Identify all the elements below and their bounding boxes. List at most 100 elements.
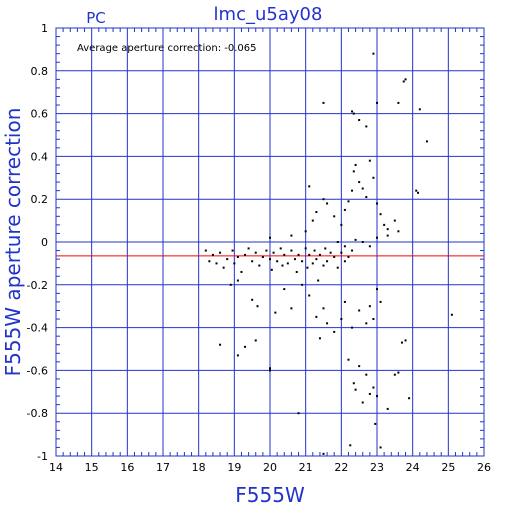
data-point — [336, 241, 339, 243]
data-point — [393, 219, 396, 222]
y-tick-label: 0.8 — [31, 65, 49, 78]
data-point — [354, 388, 357, 391]
data-point — [372, 52, 375, 55]
data-point — [376, 236, 378, 239]
data-point — [204, 249, 207, 252]
data-point — [376, 288, 378, 291]
x-tick-label: 22 — [334, 461, 348, 474]
x-tick-label: 21 — [299, 461, 313, 474]
data-point — [404, 339, 407, 342]
data-point — [352, 170, 355, 173]
y-tick-label: -0.4 — [27, 322, 48, 335]
data-point — [386, 228, 389, 231]
data-point — [269, 258, 271, 261]
data-point — [386, 234, 389, 237]
data-point — [351, 249, 354, 252]
data-point — [358, 119, 361, 122]
data-point — [236, 354, 239, 357]
data-point — [236, 279, 239, 282]
data-point — [322, 198, 325, 201]
data-point — [244, 253, 247, 256]
data-point — [315, 315, 318, 318]
data-point — [219, 251, 222, 254]
x-tick-label: 17 — [156, 461, 170, 474]
data-point — [290, 307, 293, 310]
data-point — [368, 392, 371, 395]
data-point — [311, 262, 314, 265]
data-point — [318, 253, 321, 256]
x-tick-label: 15 — [85, 461, 99, 474]
data-point — [415, 189, 418, 192]
data-point — [358, 181, 361, 184]
average-correction-annotation: Average aperture correction: -0.065 — [77, 43, 257, 54]
data-point — [368, 245, 371, 248]
data-point — [215, 262, 218, 265]
data-point — [351, 110, 354, 113]
data-point — [254, 339, 257, 342]
data-point — [322, 264, 325, 267]
y-tick-label: 0.6 — [31, 108, 49, 121]
y-tick-label: 0.4 — [31, 150, 49, 163]
y-tick-label: -1 — [37, 450, 48, 463]
data-point — [361, 241, 364, 243]
data-point — [276, 260, 279, 263]
data-point — [402, 80, 405, 83]
data-point — [265, 249, 268, 252]
y-tick-labels: -1 -0.8 -0.6 -0.4 -0.2 0 0.2 0.4 0.6 0.8 1 — [27, 22, 48, 463]
data-point — [301, 260, 304, 263]
data-point — [418, 108, 421, 111]
data-point — [290, 234, 293, 237]
chart-subtitle: PC — [86, 9, 106, 27]
data-point — [340, 251, 343, 254]
data-point — [317, 279, 320, 282]
data-point — [361, 401, 364, 404]
data-point — [361, 187, 364, 190]
data-point — [376, 101, 378, 104]
x-tick-label: 14 — [49, 461, 63, 474]
data-point — [343, 245, 346, 248]
x-tick-label: 19 — [227, 461, 241, 474]
data-point — [347, 255, 350, 258]
data-point — [269, 367, 271, 370]
data-point — [347, 358, 350, 361]
x-tick-label: 26 — [477, 461, 491, 474]
data-point — [365, 322, 368, 325]
data-point — [283, 253, 286, 256]
data-point — [351, 189, 354, 192]
data-point — [304, 247, 307, 250]
data-point — [272, 251, 275, 254]
data-point — [229, 283, 232, 286]
y-tick-label: -0.6 — [27, 364, 48, 377]
data-point — [352, 382, 355, 385]
data-point — [226, 258, 229, 261]
data-point — [376, 395, 378, 398]
data-point — [315, 211, 318, 214]
grid-lines — [56, 28, 484, 456]
data-point — [343, 208, 346, 211]
data-point — [295, 270, 298, 273]
data-point — [326, 322, 329, 325]
data-point — [417, 191, 420, 194]
data-points — [204, 52, 453, 455]
data-point — [368, 305, 371, 308]
data-point — [279, 247, 282, 250]
data-point — [311, 219, 314, 222]
x-tick-labels: 14 15 16 17 18 19 20 21 22 23 24 25 26 — [49, 461, 491, 474]
data-point — [326, 260, 329, 263]
data-point — [400, 341, 403, 344]
data-point — [379, 213, 382, 216]
data-point — [333, 255, 336, 258]
data-point — [365, 196, 368, 199]
data-point — [251, 298, 254, 301]
data-point — [208, 260, 211, 263]
x-axis-label: F555W — [235, 483, 305, 507]
data-point — [236, 255, 239, 258]
data-point — [251, 260, 254, 263]
data-point — [349, 444, 352, 447]
data-point — [326, 202, 329, 205]
data-point — [354, 163, 357, 166]
data-point — [343, 260, 346, 263]
data-point — [261, 255, 264, 258]
data-point — [397, 371, 400, 374]
data-point — [222, 266, 225, 269]
